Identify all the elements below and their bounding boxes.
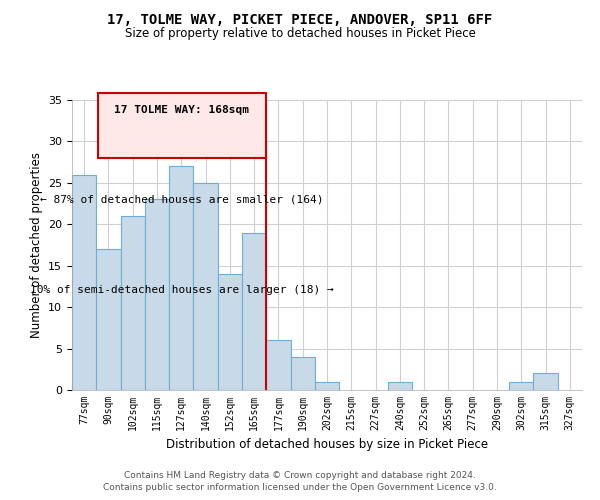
Bar <box>533 374 558 390</box>
Text: 17, TOLME WAY, PICKET PIECE, ANDOVER, SP11 6FF: 17, TOLME WAY, PICKET PIECE, ANDOVER, SP… <box>107 12 493 26</box>
Bar <box>169 166 193 390</box>
Text: 17 TOLME WAY: 168sqm: 17 TOLME WAY: 168sqm <box>114 105 249 115</box>
Y-axis label: Number of detached properties: Number of detached properties <box>29 152 43 338</box>
Bar <box>72 174 96 390</box>
Bar <box>509 382 533 390</box>
X-axis label: Distribution of detached houses by size in Picket Piece: Distribution of detached houses by size … <box>166 438 488 452</box>
Text: Size of property relative to detached houses in Picket Piece: Size of property relative to detached ho… <box>125 28 475 40</box>
FancyBboxPatch shape <box>97 94 266 158</box>
Bar <box>218 274 242 390</box>
Bar <box>96 249 121 390</box>
Text: ← 87% of detached houses are smaller (164): ← 87% of detached houses are smaller (16… <box>40 195 323 205</box>
Bar <box>193 183 218 390</box>
Bar <box>242 232 266 390</box>
Bar <box>121 216 145 390</box>
Text: 10% of semi-detached houses are larger (18) →: 10% of semi-detached houses are larger (… <box>30 285 334 295</box>
Bar <box>388 382 412 390</box>
Bar <box>266 340 290 390</box>
Bar <box>145 200 169 390</box>
Bar <box>315 382 339 390</box>
Text: Contains HM Land Registry data © Crown copyright and database right 2024.: Contains HM Land Registry data © Crown c… <box>124 471 476 480</box>
Bar <box>290 357 315 390</box>
Text: Contains public sector information licensed under the Open Government Licence v3: Contains public sector information licen… <box>103 484 497 492</box>
